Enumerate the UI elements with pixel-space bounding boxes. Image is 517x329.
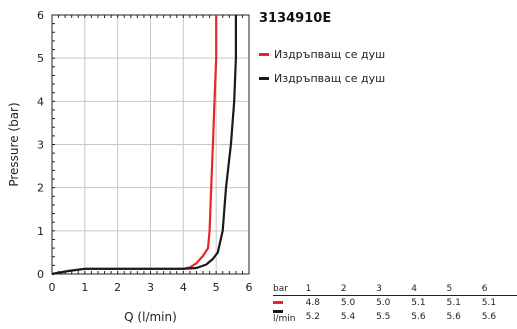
flow-table-col: 2 bbox=[340, 282, 377, 296]
flow-table-row-black: l/min 5.2 5.4 5.5 5.6 5.6 5.6 bbox=[273, 309, 517, 324]
legend-item-red: Издръпващ се душ bbox=[259, 42, 385, 66]
flow-table-cell: 5.1 bbox=[481, 297, 497, 308]
legend-item-black: Издръпващ се душ bbox=[259, 66, 385, 90]
y-tick-label: 3 bbox=[37, 139, 44, 152]
flow-table-cell: 5.4 bbox=[340, 311, 356, 322]
flow-table-col: 3 bbox=[376, 282, 412, 296]
chart-title: 3134910E bbox=[259, 11, 332, 26]
legend: Издръпващ се душ Издръпващ се душ bbox=[259, 42, 385, 90]
legend-swatch-red bbox=[259, 52, 269, 56]
legend-label-red: Издръпващ се душ bbox=[274, 47, 386, 61]
flow-table-col: 1 bbox=[305, 282, 341, 296]
y-tick-label: 5 bbox=[37, 52, 44, 65]
flow-table-cell: 5.1 bbox=[411, 297, 426, 308]
x-tick-label: 6 bbox=[246, 281, 253, 294]
flow-table-header: bar 1 2 3 4 5 6 bbox=[273, 282, 517, 296]
row-swatch-black bbox=[273, 310, 283, 313]
x-tick-label: 3 bbox=[147, 281, 154, 294]
x-tick-label: 0 bbox=[49, 281, 56, 294]
x-tick-label: 2 bbox=[114, 281, 121, 294]
x-tick-label: 4 bbox=[180, 281, 187, 294]
legend-label-black: Издръпващ се душ bbox=[274, 71, 386, 85]
y-tick-label: 1 bbox=[37, 225, 44, 238]
flow-table-col: 6 bbox=[481, 282, 517, 296]
flow-table: bar 1 2 3 4 5 6 4.8 5.0 5.0 5.1 5.1 5.1 … bbox=[273, 282, 517, 324]
x-tick-label: 1 bbox=[81, 281, 88, 294]
x-tick-label: 5 bbox=[213, 281, 220, 294]
series-line-black bbox=[51, 15, 237, 276]
flow-table-col: 4 bbox=[411, 282, 447, 296]
y-tick-label: 0 bbox=[37, 268, 44, 281]
flow-table-cell: 5.0 bbox=[340, 297, 356, 308]
flow-table-cell: 5.6 bbox=[411, 311, 426, 322]
flow-table-cell: 5.1 bbox=[446, 297, 461, 308]
flow-table-row-red: 4.8 5.0 5.0 5.1 5.1 5.1 bbox=[273, 296, 517, 310]
flow-table-cell: 4.8 bbox=[305, 297, 320, 308]
x-axis-title: Q (l/min) bbox=[124, 310, 177, 324]
y-axis-title: Pressure (bar) bbox=[7, 102, 21, 186]
y-tick-label: 2 bbox=[37, 182, 44, 195]
flow-table-cell: 5.0 bbox=[376, 297, 391, 308]
flow-table-cell: 5.2 bbox=[305, 311, 320, 322]
flow-table-cell: 5.5 bbox=[376, 311, 391, 322]
flow-table-header-label: bar bbox=[273, 282, 306, 296]
y-tick-label: 4 bbox=[37, 95, 44, 108]
flow-table-col: 5 bbox=[446, 282, 482, 296]
row-swatch-red bbox=[273, 300, 283, 304]
flow-table-cell: 5.6 bbox=[481, 311, 497, 322]
flow-table-unit-label: l/min bbox=[273, 314, 296, 324]
legend-swatch-black bbox=[259, 76, 269, 80]
y-tick-label: 6 bbox=[37, 9, 44, 22]
flow-table-cell: 5.6 bbox=[446, 311, 461, 322]
